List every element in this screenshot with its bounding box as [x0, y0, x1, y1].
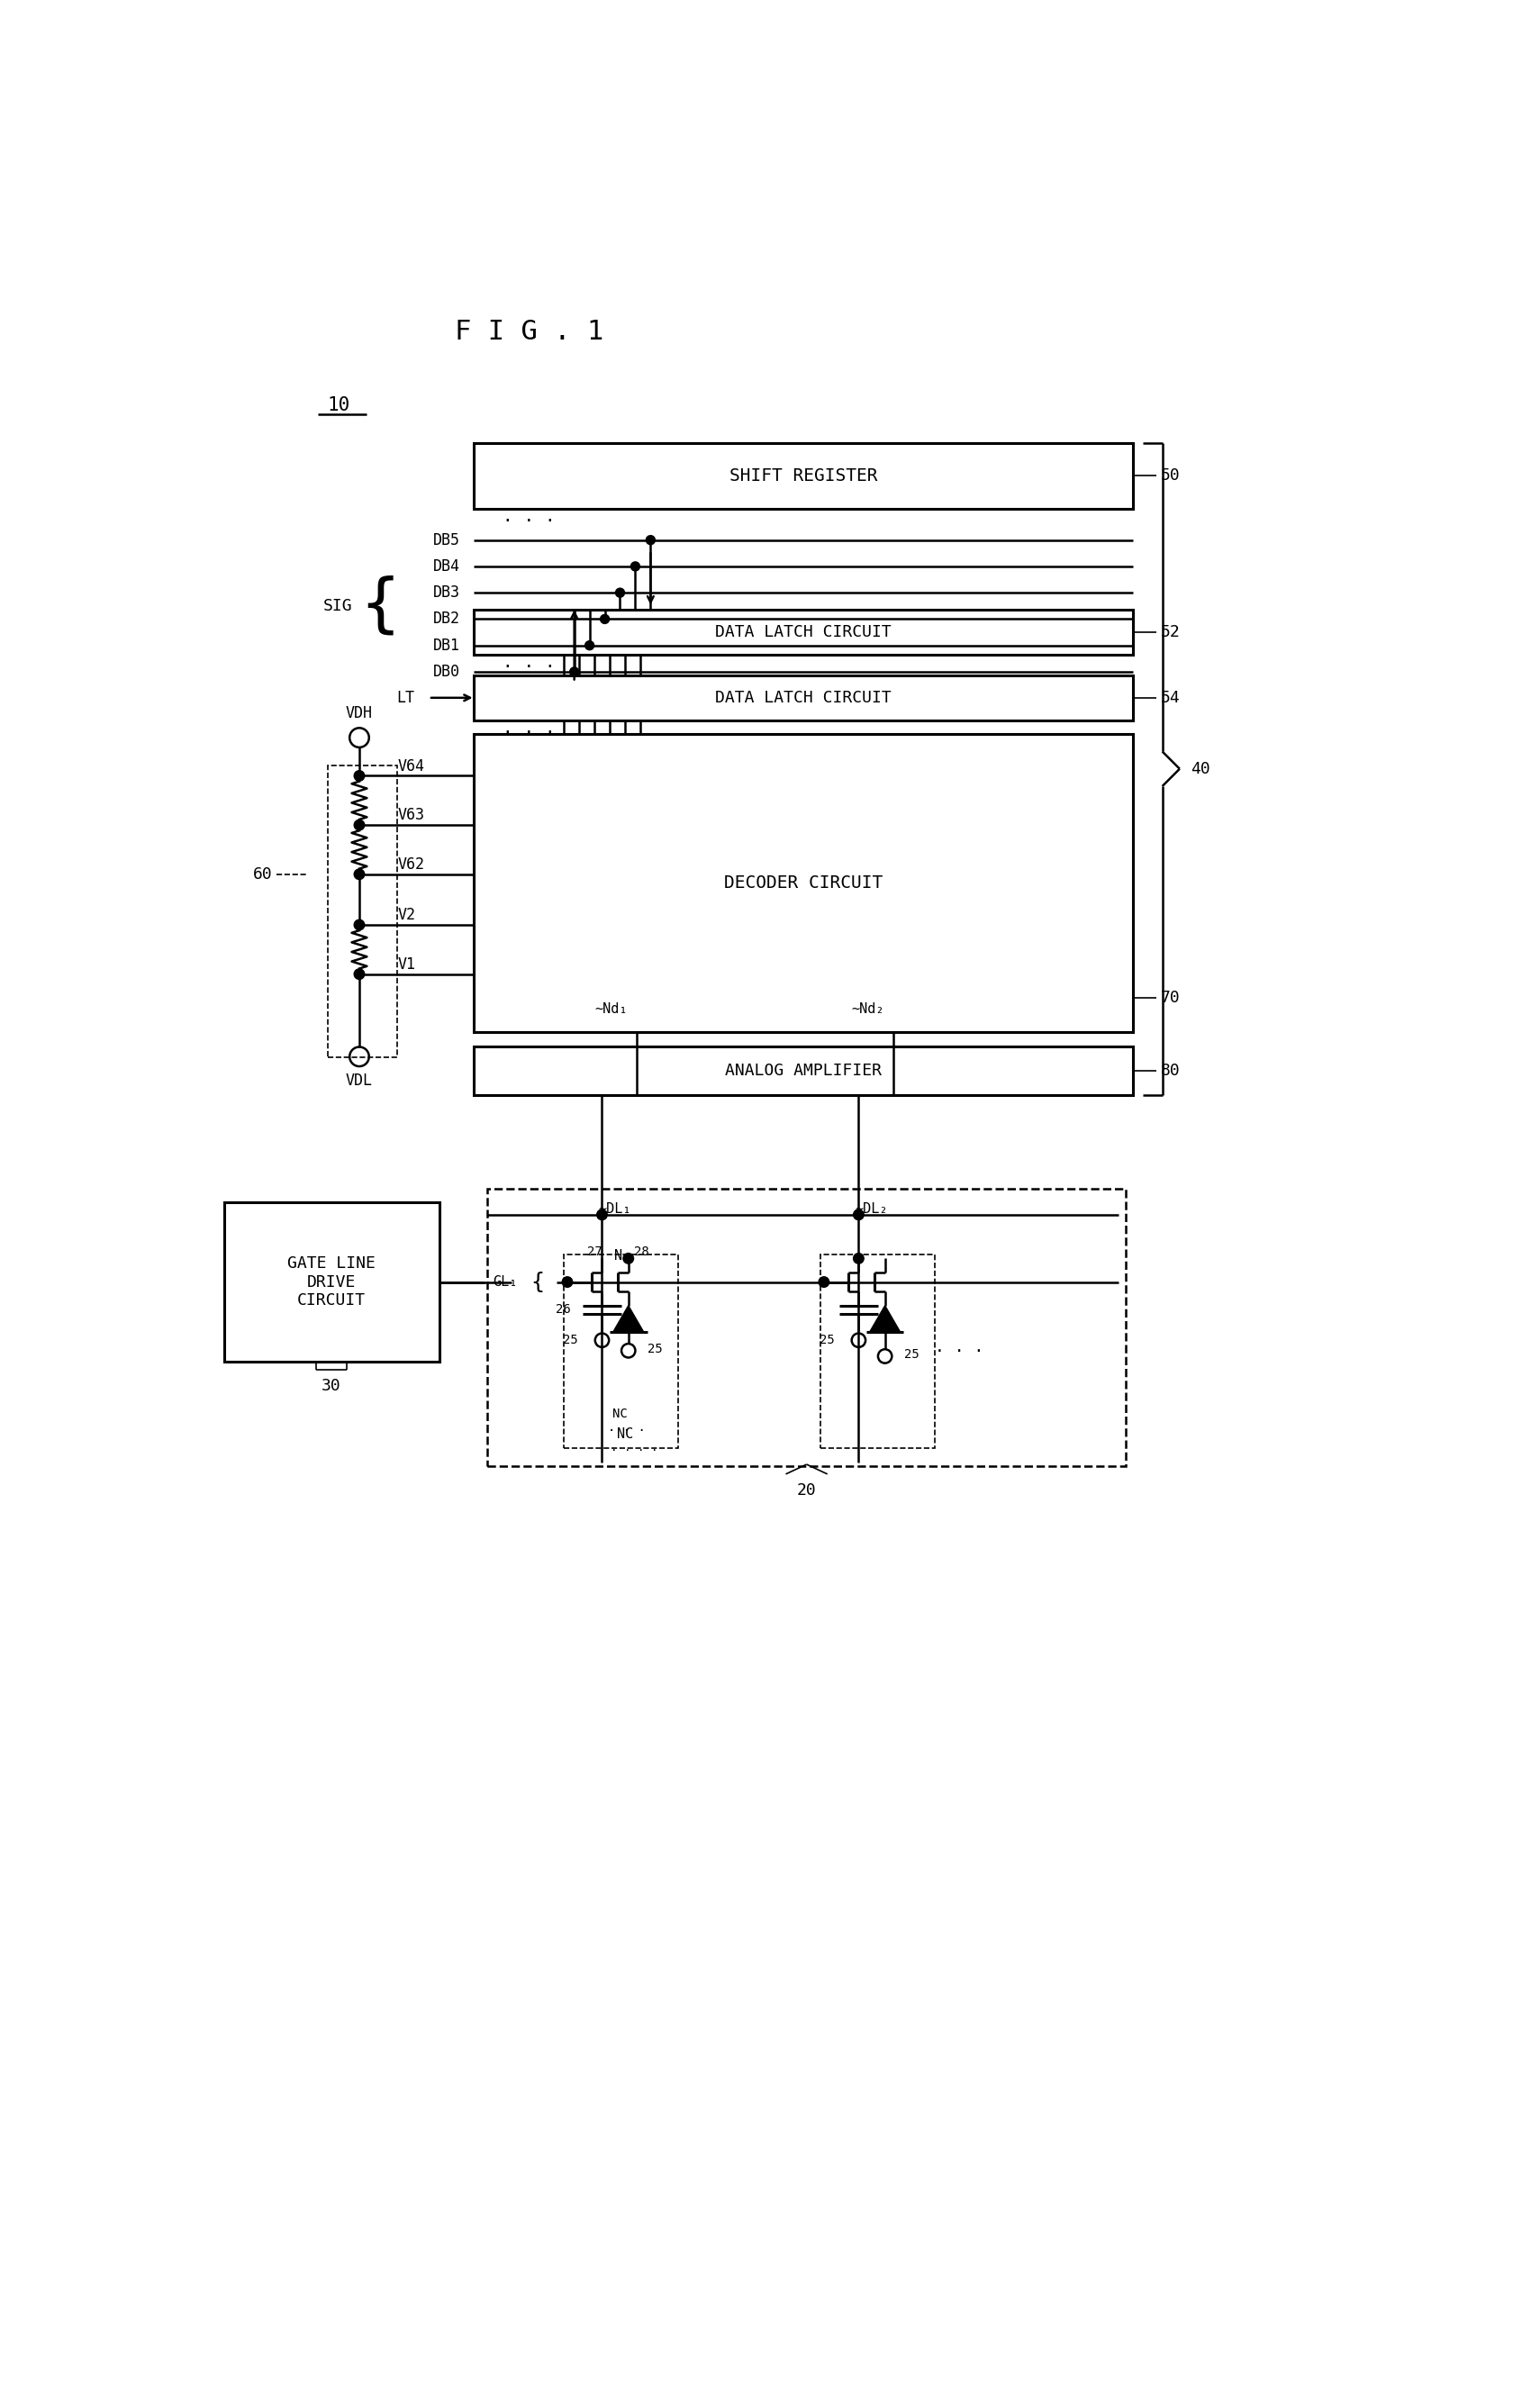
- Text: NC: NC: [613, 1408, 627, 1420]
- Text: Nₚ: Nₚ: [614, 1248, 631, 1262]
- Circle shape: [354, 770, 365, 782]
- Bar: [474, 1047, 1132, 1095]
- Text: DB4: DB4: [433, 557, 460, 574]
- Circle shape: [570, 667, 579, 677]
- Text: 54: 54: [1161, 689, 1181, 705]
- Text: V62: V62: [397, 856, 425, 873]
- Text: 60: 60: [253, 866, 273, 882]
- Text: V1: V1: [397, 956, 416, 973]
- Bar: [488, 1188, 1126, 1466]
- Circle shape: [354, 921, 365, 930]
- Text: 50: 50: [1161, 469, 1181, 483]
- Polygon shape: [613, 1305, 644, 1332]
- Text: 20: 20: [796, 1482, 816, 1499]
- Circle shape: [819, 1277, 829, 1286]
- Text: 28: 28: [634, 1246, 648, 1258]
- Text: 52: 52: [1161, 624, 1181, 641]
- Text: NC: NC: [618, 1427, 634, 1442]
- Text: VDH: VDH: [346, 705, 373, 722]
- Circle shape: [354, 868, 365, 880]
- Text: DB2: DB2: [433, 612, 460, 626]
- Text: 25: 25: [819, 1334, 835, 1346]
- Text: ~Nd₂: ~Nd₂: [852, 1002, 884, 1016]
- Circle shape: [631, 562, 639, 571]
- Text: · · ·: · · ·: [502, 658, 556, 677]
- Text: GATE LINE
DRIVE
CIRCUIT: GATE LINE DRIVE CIRCUIT: [288, 1255, 376, 1308]
- Circle shape: [562, 1277, 573, 1286]
- Text: V2: V2: [397, 906, 416, 923]
- Circle shape: [853, 1210, 864, 1219]
- Circle shape: [354, 820, 365, 830]
- Text: ~Nd₁: ~Nd₁: [594, 1002, 628, 1016]
- Text: · · ·: · · ·: [608, 1425, 645, 1437]
- Bar: [225, 1203, 439, 1363]
- Text: 25: 25: [562, 1334, 578, 1346]
- Text: 80: 80: [1161, 1062, 1181, 1078]
- Text: DB0: DB0: [433, 665, 460, 679]
- Text: {: {: [531, 1272, 544, 1294]
- Text: V63: V63: [397, 808, 425, 823]
- Circle shape: [354, 968, 365, 980]
- Text: 40: 40: [1190, 760, 1210, 777]
- Circle shape: [616, 588, 625, 598]
- Text: · · ·: · · ·: [502, 512, 556, 531]
- Text: 25: 25: [648, 1344, 662, 1356]
- Text: · · ·: · · ·: [502, 724, 556, 741]
- Text: VDL: VDL: [346, 1074, 373, 1088]
- Text: 26: 26: [556, 1303, 571, 1315]
- Bar: [474, 442, 1132, 509]
- Text: ANALOG AMPLIFIER: ANALOG AMPLIFIER: [725, 1062, 881, 1078]
- Text: 27: 27: [588, 1246, 602, 1258]
- Text: DECODER CIRCUIT: DECODER CIRCUIT: [724, 875, 882, 892]
- Text: DATA LATCH CIRCUIT: DATA LATCH CIRCUIT: [715, 624, 892, 641]
- Polygon shape: [870, 1305, 901, 1332]
- Text: · · ·: · · ·: [935, 1344, 984, 1360]
- Text: ~DL₁: ~DL₁: [599, 1203, 631, 1217]
- Bar: [564, 1255, 678, 1449]
- Text: DATA LATCH CIRCUIT: DATA LATCH CIRCUIT: [715, 689, 892, 705]
- Text: 70: 70: [1161, 990, 1181, 1007]
- Text: {: {: [360, 574, 400, 636]
- Bar: [474, 610, 1132, 655]
- Bar: [821, 1255, 935, 1449]
- Text: GL₁: GL₁: [493, 1274, 517, 1289]
- Text: DB3: DB3: [433, 586, 460, 600]
- Text: DB1: DB1: [433, 638, 460, 653]
- Text: 30: 30: [322, 1377, 342, 1394]
- Bar: [474, 734, 1132, 1033]
- Bar: [328, 765, 397, 1057]
- Circle shape: [601, 614, 610, 624]
- Circle shape: [598, 1210, 607, 1219]
- Circle shape: [585, 641, 594, 650]
- Circle shape: [853, 1253, 864, 1262]
- Text: SHIFT REGISTER: SHIFT REGISTER: [728, 466, 878, 485]
- Text: 10: 10: [326, 397, 350, 414]
- Text: SIG: SIG: [323, 598, 353, 614]
- Text: DB5: DB5: [433, 531, 460, 548]
- Text: V64: V64: [397, 758, 425, 775]
- Text: LT: LT: [397, 689, 414, 705]
- Bar: [474, 674, 1132, 720]
- Circle shape: [647, 536, 654, 545]
- Text: F I G . 1: F I G . 1: [454, 318, 604, 344]
- Text: · · · ·: · · · ·: [610, 1444, 658, 1456]
- Text: 25: 25: [904, 1349, 919, 1360]
- Text: ~DL₂: ~DL₂: [855, 1203, 889, 1217]
- Circle shape: [624, 1253, 633, 1262]
